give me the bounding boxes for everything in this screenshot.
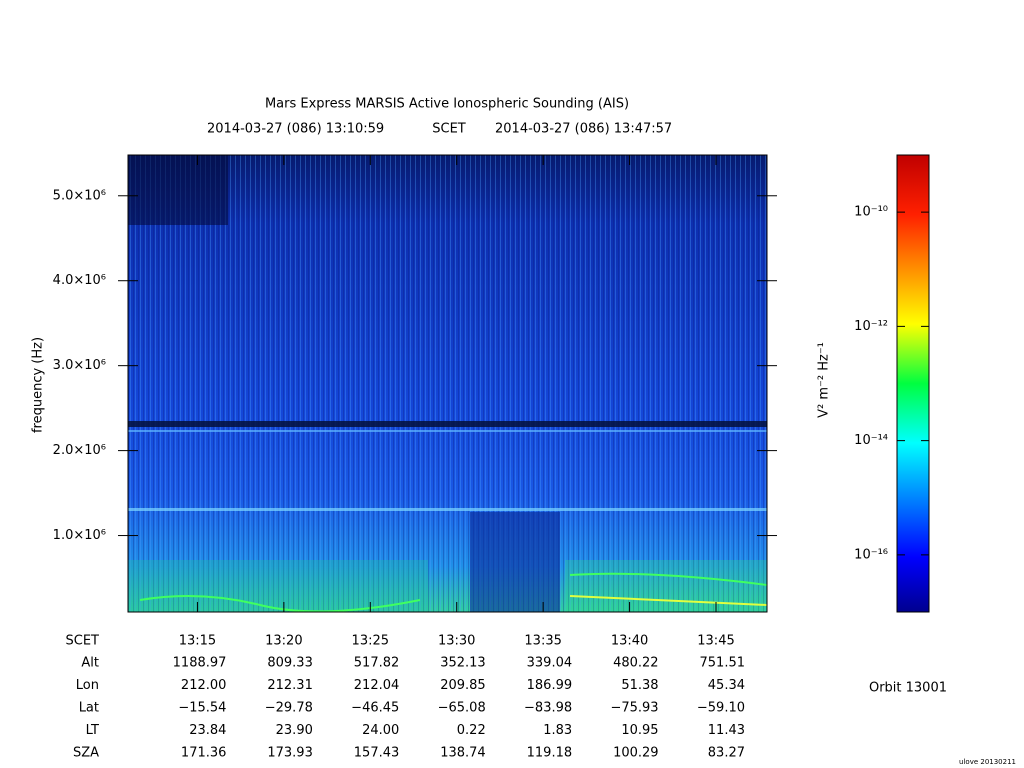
ephemeris-label: Lat [79, 701, 99, 716]
colorbar-tick-label: 10⁻¹⁰ [854, 205, 888, 220]
ephemeris-value: 24.00 [362, 723, 399, 738]
ephemeris-value: 100.29 [613, 746, 659, 761]
y-tick-label: 5.0×10⁶ [53, 188, 106, 203]
footer: ulove 20130211 [959, 758, 1016, 766]
ephemeris-label: Lon [76, 678, 99, 693]
ephemeris-value: 157.43 [354, 746, 400, 761]
ephemeris-value: 212.00 [181, 678, 227, 693]
plot-frame [127, 154, 768, 613]
ephemeris-value: 10.95 [621, 723, 658, 738]
x-tick-label: 13:45 [697, 634, 734, 649]
ephemeris-value: 23.84 [189, 723, 226, 738]
x-tick-label: 13:40 [611, 634, 648, 649]
ephemeris-value: 1188.97 [173, 656, 227, 671]
ephemeris-value: 119.18 [527, 746, 573, 761]
spectrogram [128, 155, 768, 613]
ephemeris-value: −75.93 [610, 701, 658, 716]
ephemeris-value: 751.51 [700, 656, 746, 671]
end-time: 2014-03-27 (086) 13:47:57 [495, 122, 672, 137]
ephemeris-value: −65.08 [438, 701, 486, 716]
ephemeris-value: 212.31 [267, 678, 313, 693]
ephemeris-value: 212.04 [354, 678, 400, 693]
ephemeris-value: −46.45 [351, 701, 399, 716]
orbit: Orbit 13001 [869, 681, 947, 696]
ephemeris-value: 83.27 [708, 746, 745, 761]
ephemeris-value: 809.33 [267, 656, 313, 671]
colorbar-tick-label: 10⁻¹⁶ [854, 547, 888, 562]
ephemeris-value: −29.78 [265, 701, 313, 716]
x-tick-label: 13:20 [265, 634, 302, 649]
colorbar-tick-label: 10⁻¹² [854, 319, 888, 334]
ephemeris-value: 517.82 [354, 656, 400, 671]
time-system: SCET [432, 122, 466, 137]
ephemeris-value: 51.38 [621, 678, 658, 693]
x-tick-label: 13:15 [179, 634, 216, 649]
row-label: SCET [66, 634, 100, 649]
y-axis-label: frequency (Hz) [31, 337, 46, 433]
y-tick-label: 2.0×10⁶ [53, 443, 106, 458]
ephemeris-label: LT [86, 723, 99, 738]
ephemeris-value: 0.22 [457, 723, 486, 738]
ephemeris-value: 23.90 [276, 723, 313, 738]
y-tick-label: 3.0×10⁶ [53, 358, 106, 373]
colorbar-tick-label: 10⁻¹⁴ [854, 433, 888, 448]
ephemeris-value: 480.22 [613, 656, 659, 671]
ephemeris-value: 209.85 [440, 678, 486, 693]
x-tick-label: 13:25 [352, 634, 389, 649]
colorbar-label: V² m⁻² Hz⁻¹ [817, 342, 832, 418]
ephemeris-label: SZA [73, 746, 99, 761]
ephemeris-value: 186.99 [527, 678, 573, 693]
ephemeris-value: 173.93 [267, 746, 313, 761]
y-tick-label: 4.0×10⁶ [53, 273, 106, 288]
x-tick-label: 13:30 [438, 634, 475, 649]
ephemeris-value: 171.36 [181, 746, 227, 761]
ephemeris-value: −83.98 [524, 701, 572, 716]
ephemeris-value: 11.43 [708, 723, 745, 738]
ephemeris-value: 45.34 [708, 678, 745, 693]
start-time: 2014-03-27 (086) 13:10:59 [207, 122, 384, 137]
ephemeris-value: −59.10 [697, 701, 745, 716]
y-tick-label: 1.0×10⁶ [53, 528, 106, 543]
colorbar [896, 154, 930, 613]
ephemeris-value: 352.13 [440, 656, 486, 671]
ephemeris-value: 339.04 [527, 656, 573, 671]
ephemeris-value: 138.74 [440, 746, 486, 761]
chart-title: Mars Express MARSIS Active Ionospheric S… [265, 97, 629, 112]
ephemeris-value: 1.83 [543, 723, 572, 738]
ephemeris-value: −15.54 [178, 701, 226, 716]
ephemeris-label: Alt [81, 656, 99, 671]
x-tick-label: 13:35 [524, 634, 561, 649]
